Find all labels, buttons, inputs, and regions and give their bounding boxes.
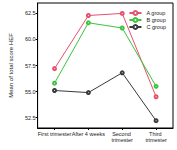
svg-text:First trimester: First trimester (38, 131, 72, 137)
svg-text:After 4 weeks: After 4 weeks (72, 131, 106, 137)
svg-text:62.5: 62.5 (25, 10, 36, 16)
svg-text:52.5: 52.5 (25, 115, 36, 121)
svg-text:Third: Third (149, 131, 164, 137)
svg-text:trimester: trimester (145, 137, 167, 143)
svg-text:Second: Second (112, 131, 133, 137)
svg-text:55.0: 55.0 (25, 89, 36, 95)
svg-text:57.5: 57.5 (25, 63, 36, 69)
svg-text:60.0: 60.0 (25, 36, 36, 42)
svg-text:A group: A group (146, 10, 165, 16)
svg-text:Mean of total score HEF: Mean of total score HEF (8, 33, 14, 98)
svg-text:B group: B group (146, 17, 165, 23)
svg-text:C group: C group (146, 24, 166, 30)
svg-text:trimester: trimester (112, 137, 134, 143)
